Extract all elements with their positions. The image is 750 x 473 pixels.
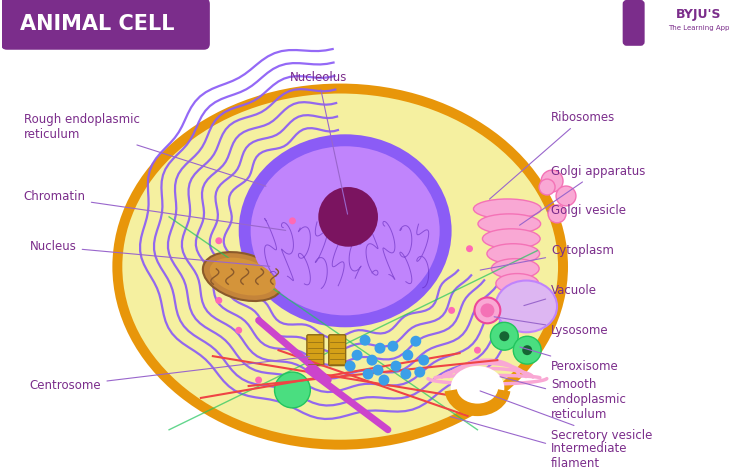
Circle shape [466, 245, 473, 252]
Ellipse shape [478, 214, 541, 234]
Circle shape [274, 372, 310, 408]
Ellipse shape [487, 244, 540, 263]
FancyBboxPatch shape [1, 0, 210, 50]
Ellipse shape [112, 84, 568, 450]
Circle shape [402, 350, 413, 360]
Text: Peroxisome: Peroxisome [520, 347, 619, 373]
Ellipse shape [495, 280, 557, 332]
Text: Ribosomes: Ribosomes [490, 111, 615, 199]
Circle shape [481, 303, 494, 317]
Circle shape [500, 331, 509, 341]
Ellipse shape [491, 259, 539, 279]
Text: BYJU'S: BYJU'S [676, 9, 721, 21]
Text: Smooth
endoplasmic
reticulum: Smooth endoplasmic reticulum [500, 377, 626, 421]
Circle shape [215, 237, 222, 244]
Text: Golgi vesicle: Golgi vesicle [547, 204, 626, 218]
Text: Intermediate
filament: Intermediate filament [450, 417, 628, 470]
Circle shape [454, 377, 461, 384]
Circle shape [345, 360, 355, 372]
Circle shape [374, 343, 386, 354]
Text: Cytoplasm: Cytoplasm [480, 244, 614, 270]
Circle shape [255, 377, 262, 384]
Circle shape [391, 360, 401, 372]
Text: The Learning App: The Learning App [668, 25, 729, 31]
Circle shape [379, 375, 389, 385]
Circle shape [414, 367, 425, 377]
Circle shape [289, 218, 296, 224]
Text: Golgi apparatus: Golgi apparatus [520, 165, 646, 225]
Ellipse shape [496, 273, 538, 293]
FancyBboxPatch shape [307, 335, 324, 366]
Circle shape [522, 345, 532, 355]
Circle shape [373, 365, 383, 376]
Ellipse shape [210, 258, 276, 296]
Circle shape [388, 341, 398, 351]
Circle shape [410, 336, 422, 347]
Text: Nucleolus: Nucleolus [290, 71, 347, 214]
Text: Vacuole: Vacuole [524, 284, 597, 306]
Circle shape [367, 355, 377, 366]
Circle shape [215, 297, 222, 304]
Circle shape [448, 307, 455, 314]
Ellipse shape [251, 146, 440, 315]
Ellipse shape [451, 366, 504, 410]
Ellipse shape [482, 229, 540, 249]
Circle shape [513, 336, 542, 364]
Text: Rough endoplasmic
reticulum: Rough endoplasmic reticulum [24, 114, 266, 186]
Circle shape [359, 335, 370, 346]
Circle shape [556, 186, 576, 206]
Ellipse shape [122, 94, 558, 440]
Circle shape [490, 322, 518, 350]
Circle shape [539, 179, 555, 195]
Circle shape [474, 347, 481, 354]
Circle shape [362, 368, 374, 379]
Circle shape [548, 205, 566, 223]
Text: Secretory vesicle: Secretory vesicle [480, 391, 652, 442]
Text: Lysosome: Lysosome [494, 317, 609, 337]
Text: Nucleus: Nucleus [30, 240, 270, 266]
Ellipse shape [473, 199, 542, 219]
FancyBboxPatch shape [328, 335, 346, 366]
Circle shape [318, 187, 378, 247]
Circle shape [400, 368, 411, 379]
Text: ANIMAL CELL: ANIMAL CELL [20, 14, 174, 34]
Circle shape [542, 170, 563, 192]
Circle shape [419, 355, 429, 366]
Text: Chromatin: Chromatin [24, 191, 286, 230]
Circle shape [236, 327, 242, 334]
Circle shape [352, 350, 362, 360]
Text: Centrosome: Centrosome [30, 357, 310, 393]
Ellipse shape [202, 252, 283, 301]
FancyBboxPatch shape [624, 1, 644, 45]
Ellipse shape [238, 134, 452, 327]
Circle shape [475, 298, 500, 324]
